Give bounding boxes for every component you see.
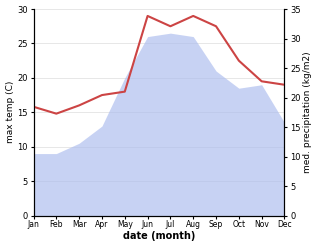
Y-axis label: med. precipitation (kg/m2): med. precipitation (kg/m2) bbox=[303, 51, 313, 173]
Y-axis label: max temp (C): max temp (C) bbox=[5, 81, 15, 144]
X-axis label: date (month): date (month) bbox=[123, 231, 195, 242]
